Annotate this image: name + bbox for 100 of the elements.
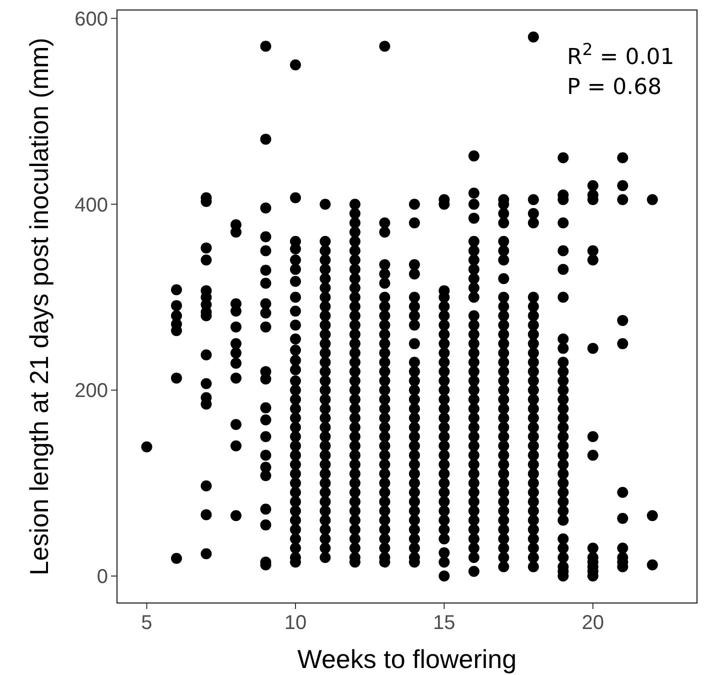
point <box>260 40 272 52</box>
point <box>290 375 301 386</box>
point <box>379 356 390 368</box>
point <box>558 486 569 498</box>
point <box>349 347 360 358</box>
point <box>260 321 272 332</box>
point <box>230 358 242 369</box>
point <box>349 412 360 424</box>
y-tick-label: 200 <box>74 380 108 402</box>
point <box>528 366 539 378</box>
point <box>558 542 569 554</box>
point <box>230 347 242 358</box>
point <box>290 394 301 405</box>
point <box>498 440 510 452</box>
annotation: P = 0.68 <box>567 75 662 100</box>
point <box>379 320 390 331</box>
point <box>528 505 539 516</box>
point <box>498 245 510 256</box>
point <box>349 450 360 461</box>
point <box>349 486 360 498</box>
point <box>320 422 331 433</box>
point <box>438 310 450 322</box>
point <box>498 561 510 572</box>
point <box>379 450 390 461</box>
point <box>468 552 480 563</box>
point <box>320 450 331 461</box>
point <box>349 226 360 238</box>
point <box>290 264 301 275</box>
point <box>320 292 331 303</box>
point <box>498 366 510 378</box>
point <box>290 344 301 356</box>
point <box>558 366 569 378</box>
point <box>558 440 569 452</box>
point <box>379 496 390 508</box>
point <box>468 366 480 378</box>
point <box>498 496 510 508</box>
point <box>528 310 539 322</box>
point <box>170 300 182 312</box>
point <box>438 468 450 480</box>
point <box>379 226 390 238</box>
point <box>468 468 480 480</box>
point <box>290 533 301 544</box>
point <box>320 486 331 498</box>
point <box>558 217 569 228</box>
point <box>617 152 628 164</box>
point <box>468 375 480 386</box>
point <box>558 459 569 470</box>
point <box>349 505 360 516</box>
point <box>528 478 539 489</box>
point <box>587 431 598 442</box>
point <box>379 310 390 322</box>
point <box>349 264 360 275</box>
point <box>260 470 272 482</box>
y-axis-title: Lesion length at 21 days post inoculation (mm) <box>24 38 54 576</box>
point <box>379 459 390 470</box>
point <box>587 542 598 554</box>
point <box>260 402 272 414</box>
point <box>558 384 569 396</box>
point <box>558 394 569 405</box>
point <box>290 468 301 480</box>
point <box>230 321 242 332</box>
point <box>200 548 212 560</box>
point <box>320 366 331 378</box>
point <box>498 468 510 480</box>
point <box>170 372 182 384</box>
point <box>320 440 331 452</box>
point <box>320 542 331 554</box>
point <box>379 394 390 405</box>
point <box>468 198 480 210</box>
point <box>468 394 480 405</box>
point <box>498 533 510 544</box>
point <box>290 276 301 287</box>
point <box>468 282 480 294</box>
point <box>290 59 301 70</box>
point <box>498 486 510 498</box>
point <box>468 236 480 247</box>
point <box>260 245 272 256</box>
point <box>290 403 301 414</box>
point <box>617 180 628 192</box>
point <box>408 542 420 554</box>
point <box>468 542 480 554</box>
point <box>408 440 420 452</box>
point <box>379 384 390 396</box>
point <box>320 254 331 266</box>
point <box>200 254 212 266</box>
point <box>379 478 390 489</box>
point <box>468 188 480 199</box>
point <box>260 231 272 242</box>
point <box>468 384 480 396</box>
point <box>528 384 539 396</box>
point <box>468 310 480 322</box>
point <box>498 422 510 433</box>
point <box>320 468 331 480</box>
point <box>587 342 598 354</box>
point <box>379 292 390 303</box>
point <box>468 320 480 331</box>
point <box>438 556 450 568</box>
x-axis-title: Weeks to flowering <box>297 644 517 674</box>
point <box>290 292 301 303</box>
point <box>468 514 480 526</box>
